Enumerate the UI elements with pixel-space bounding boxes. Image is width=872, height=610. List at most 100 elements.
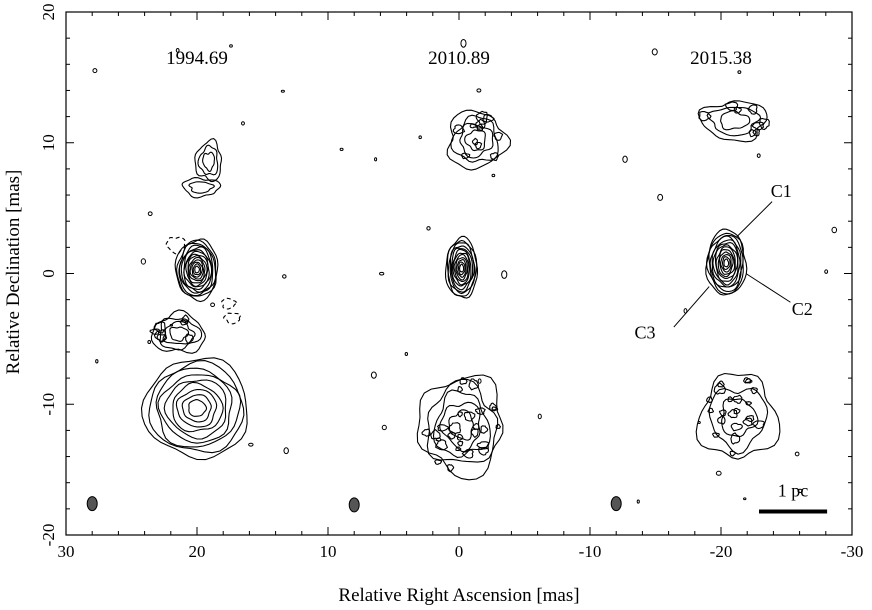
contour-level	[176, 239, 217, 297]
noise-speck	[283, 447, 289, 455]
contour-clump	[463, 411, 476, 422]
contour-level	[708, 234, 744, 293]
noise-speck	[379, 271, 385, 276]
contour-clump	[452, 124, 466, 135]
contour-level	[708, 387, 769, 455]
x-tick-label: -10	[579, 542, 602, 561]
contour-level	[723, 258, 730, 268]
axis-tick-labels: 30 20 10 0 -10 -20 -30 -20 -10 0 10 20	[39, 4, 863, 562]
contour-level	[157, 374, 233, 444]
contour-level	[163, 379, 227, 440]
noise-speck	[476, 88, 482, 93]
contour-level	[452, 252, 471, 286]
component-leader-line	[673, 286, 710, 328]
contour-clump	[478, 446, 490, 456]
contour-clump	[732, 394, 743, 404]
contour-clump	[724, 101, 739, 112]
contour-clump	[459, 377, 468, 385]
axis-ticks	[65, 11, 853, 536]
contour-clump	[476, 441, 490, 450]
contour-clump	[730, 422, 743, 432]
contour-clump	[457, 385, 463, 393]
contour-level	[174, 238, 219, 303]
contour-clump	[729, 450, 737, 457]
x-tick-label: -20	[710, 542, 733, 561]
contour-clump	[748, 128, 757, 138]
noise-speck	[622, 155, 628, 163]
x-tick-label: 30	[58, 542, 75, 561]
negative-contour	[222, 312, 242, 325]
contour-clump	[475, 118, 486, 130]
x-tick-label: 10	[320, 542, 337, 561]
noise-speck	[715, 470, 722, 476]
noise-speck	[147, 211, 153, 217]
contour-clump	[430, 429, 441, 440]
noise-speck	[657, 193, 664, 201]
contour-clump	[751, 121, 765, 131]
contour-level	[717, 249, 736, 278]
component-leader-line	[736, 201, 773, 238]
noise-speck	[175, 48, 180, 53]
contour-level	[148, 360, 245, 454]
contour-clump	[495, 423, 502, 429]
contour-clump	[742, 417, 753, 427]
y-tick-label: 20	[39, 4, 58, 21]
contour-clump	[468, 378, 479, 391]
noise-speck	[756, 153, 761, 158]
y-axis-label: Relative Declination [mas]	[3, 170, 24, 375]
contour-clump	[472, 422, 480, 430]
contour-level	[188, 181, 216, 194]
contour-clump	[446, 464, 455, 473]
negative-contour	[221, 297, 237, 310]
contour-clump	[185, 333, 194, 344]
contour-clump	[489, 402, 497, 412]
y-tick-label: -10	[39, 393, 58, 416]
noise-speck	[374, 157, 378, 162]
contour-level	[175, 389, 218, 428]
contour-level	[197, 144, 219, 176]
contour-level	[720, 254, 732, 273]
contour-clump	[457, 440, 464, 447]
noise-speck	[404, 351, 409, 357]
contour-clump	[711, 432, 720, 438]
contour-level	[189, 259, 205, 280]
noise-speck	[169, 323, 174, 327]
x-axis-label: Relative Right Ascension [mas]	[338, 585, 579, 606]
contour-level	[459, 263, 465, 273]
contour-level	[185, 253, 209, 287]
contour-clump	[474, 141, 483, 150]
beam-ellipse	[86, 496, 98, 512]
contour-level	[178, 244, 214, 294]
contour-level	[447, 242, 476, 295]
contour-level	[455, 257, 468, 281]
contour-level	[192, 263, 202, 276]
contour-clump	[717, 380, 725, 388]
contour-level	[695, 372, 781, 460]
epoch-panel-2010.89: 2010.89	[339, 38, 542, 513]
beam-ellipse	[610, 496, 622, 512]
contour-level	[188, 399, 208, 417]
contour-level	[162, 320, 196, 345]
noise-speck	[241, 121, 245, 126]
contour-clump	[471, 137, 478, 146]
noise-speck	[831, 226, 838, 234]
component-label: C3	[635, 322, 656, 342]
contour-clump	[456, 433, 464, 441]
contour-clump	[698, 110, 712, 122]
contour-clump	[436, 424, 450, 432]
contour-level	[448, 409, 474, 441]
contour-level	[426, 378, 499, 463]
plot-area: 1994.69 2010.89 2015.38 C1 C2 C3 1 pc	[86, 38, 838, 514]
contour-level	[432, 389, 491, 458]
contour-level	[169, 326, 190, 342]
noise-speck	[92, 68, 98, 74]
noise-speck	[697, 421, 701, 425]
contour-level	[450, 247, 474, 291]
contour-level	[453, 253, 469, 283]
contour-clump	[730, 432, 741, 445]
contour-clump	[743, 377, 752, 384]
contour-clump	[750, 387, 759, 395]
contour-level	[457, 261, 466, 276]
contour-level	[721, 256, 731, 270]
